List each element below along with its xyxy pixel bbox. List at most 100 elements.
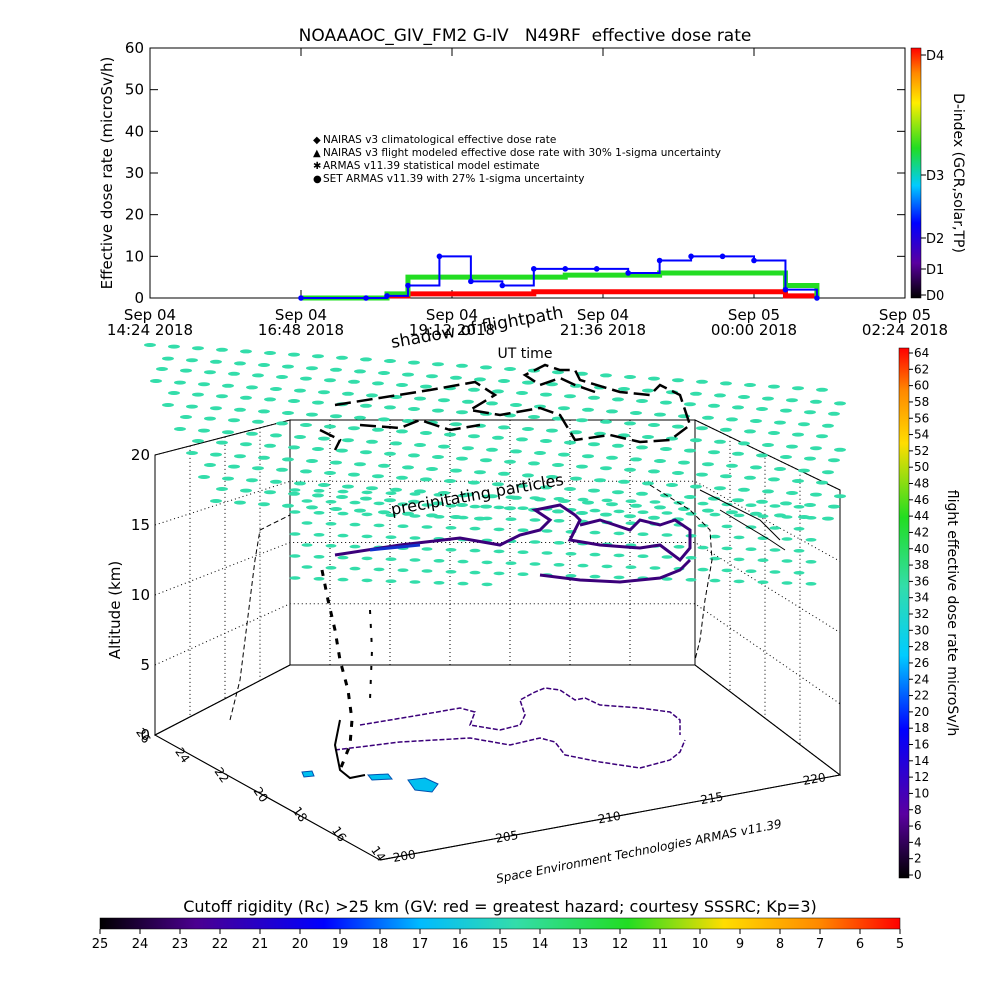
particle-mark (625, 521, 637, 525)
series-point (720, 289, 725, 294)
particle-mark (361, 534, 373, 539)
particle-mark (678, 507, 690, 511)
particle-mark (745, 547, 757, 551)
shadow-track-top-lead (319, 418, 481, 451)
particle-mark (822, 470, 834, 475)
particle-mark (289, 576, 301, 580)
z-axis-label: Altitude (km) (106, 561, 124, 659)
particle-mark (312, 493, 324, 498)
rigidity-tick-label: 9 (736, 937, 744, 952)
dose-tick-label: 52 (914, 444, 929, 458)
dose-tick-label: 46 (914, 493, 929, 507)
particle-mark (613, 575, 625, 580)
particle-mark (289, 554, 301, 558)
particle-mark (445, 570, 457, 574)
particle-mark (517, 506, 529, 511)
particle-mark (180, 368, 192, 373)
dose-tick-label: 56 (914, 411, 929, 425)
particle-mark (546, 382, 558, 387)
credit: Space Environment Technologies ARMAS v11… (495, 817, 783, 886)
legend: ◆ NAIRAS v3 climatological effective dose… (313, 134, 721, 185)
flight-track-segment-blue (369, 543, 421, 552)
particle-mark (648, 423, 660, 427)
rigidity-tick-label: 7 (816, 937, 824, 952)
particle-mark (282, 411, 294, 415)
particle-mark (342, 484, 354, 489)
particle-mark (744, 475, 756, 480)
particle-mark (565, 552, 577, 556)
particle-mark (289, 532, 301, 536)
particle-mark (384, 498, 396, 503)
particle-mark (246, 431, 258, 436)
right-wall-track (699, 489, 786, 551)
particle-mark (601, 564, 613, 569)
particle-mark (504, 506, 516, 511)
dose-tick-label: 8 (914, 803, 922, 817)
particle-mark (198, 382, 210, 387)
particle-mark (385, 513, 397, 517)
particle-mark (804, 503, 816, 507)
particle-mark (733, 535, 745, 540)
particle-mark (361, 556, 373, 561)
particle-mark (330, 414, 342, 419)
particle-mark (534, 451, 546, 455)
grid-line (154, 603, 841, 705)
particle-mark (780, 501, 792, 506)
dose-tick-label: 62 (914, 362, 929, 376)
particle-mark (529, 518, 541, 522)
particle-mark (828, 411, 840, 416)
x-tick-label-time: 16:48 2018 (258, 321, 344, 339)
particle-mark (816, 387, 828, 392)
particle-mark (330, 367, 342, 372)
longitude-tick-label: 205 (494, 828, 519, 846)
grid-line (154, 542, 841, 633)
particle-mark (606, 455, 618, 460)
particle-mark (552, 463, 564, 467)
particle-mark (264, 351, 276, 355)
dose-tick-label: 54 (914, 428, 929, 442)
legend-marker: ✱ (313, 161, 321, 172)
particle-mark (685, 556, 697, 560)
particle-mark (708, 403, 720, 408)
particle-mark (240, 395, 252, 400)
particle-mark (805, 582, 817, 586)
particle-mark (361, 490, 373, 495)
particle-mark (757, 580, 769, 584)
particle-mark (684, 402, 696, 407)
particle-mark (685, 578, 697, 582)
particle-mark (714, 486, 726, 491)
particle-mark (457, 559, 469, 564)
particle-mark (294, 481, 306, 486)
particle-mark (768, 477, 780, 482)
dose-colorbar (898, 347, 910, 879)
particle-mark (768, 431, 780, 435)
particle-mark (781, 515, 793, 519)
particle-mark (714, 439, 726, 444)
particle-mark (421, 547, 433, 551)
particle-mark (408, 360, 420, 365)
series-point (689, 289, 694, 294)
particle-mark (696, 472, 708, 477)
particle-mark (540, 439, 552, 443)
particle-mark (654, 505, 666, 510)
particle-mark (606, 502, 618, 507)
particle-mark (216, 394, 228, 399)
particle-mark (373, 501, 385, 506)
particle-mark (480, 458, 492, 463)
particle-mark (612, 397, 624, 402)
particle-mark (781, 537, 793, 541)
particle-mark (553, 497, 565, 501)
series-point (499, 282, 506, 289)
particle-mark (696, 426, 708, 431)
particle-mark (804, 410, 816, 415)
dose-rate-chart: NOAAAOC_GIV_FM2 G-IV N49RF effective dos… (98, 26, 966, 362)
particle-mark (444, 479, 456, 483)
series-point (468, 278, 474, 285)
particle-mark (462, 446, 474, 451)
particle-mark (282, 503, 294, 508)
particle-mark (762, 396, 774, 401)
z-axis-ticks: 0 5 10 15 20 (131, 446, 150, 744)
particle-mark (385, 579, 397, 583)
legend-marker: ● (313, 174, 322, 185)
particle-mark (258, 363, 270, 367)
